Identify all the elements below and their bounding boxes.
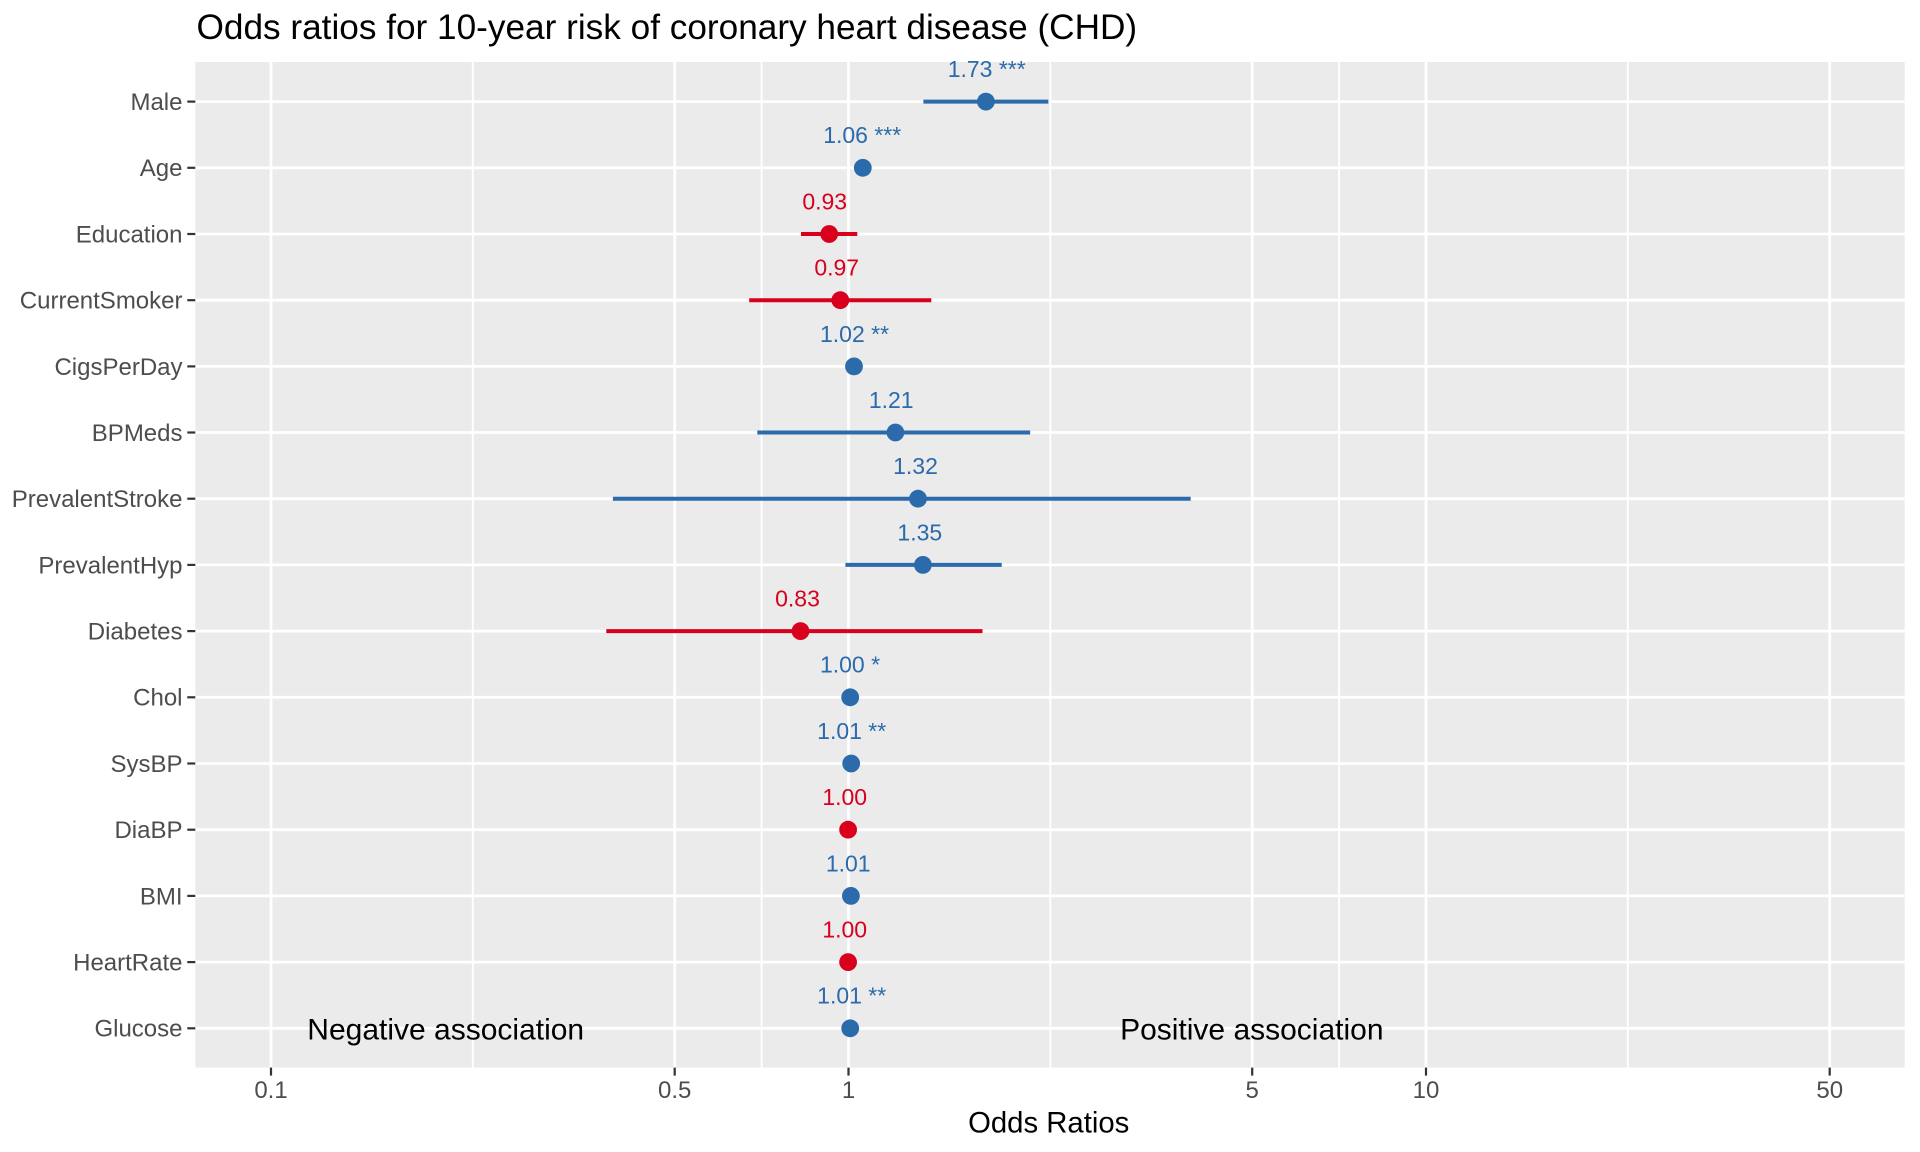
svg-text:Glucose: Glucose bbox=[94, 1016, 182, 1043]
svg-text:Odds Ratios: Odds Ratios bbox=[968, 1106, 1129, 1139]
svg-text:Diabetes: Diabetes bbox=[88, 619, 183, 646]
svg-text:Chol: Chol bbox=[133, 685, 182, 712]
svg-text:1.01 **: 1.01 ** bbox=[817, 983, 886, 1009]
svg-text:Odds ratios for 10-year risk o: Odds ratios for 10-year risk of coronary… bbox=[197, 8, 1138, 47]
svg-text:1.00 *: 1.00 * bbox=[820, 652, 880, 678]
svg-text:PrevalentStroke: PrevalentStroke bbox=[12, 486, 183, 513]
svg-text:1: 1 bbox=[842, 1077, 855, 1104]
svg-text:Positive association: Positive association bbox=[1120, 1014, 1383, 1047]
svg-text:Negative association: Negative association bbox=[307, 1014, 584, 1047]
svg-text:1.35: 1.35 bbox=[897, 519, 942, 545]
svg-text:1.00: 1.00 bbox=[822, 917, 867, 943]
svg-text:1.73 ***: 1.73 *** bbox=[948, 56, 1026, 82]
svg-text:1.01: 1.01 bbox=[826, 850, 871, 876]
svg-text:PrevalentHyp: PrevalentHyp bbox=[38, 552, 182, 579]
svg-text:HeartRate: HeartRate bbox=[73, 950, 182, 977]
svg-text:1.06 ***: 1.06 *** bbox=[823, 122, 901, 148]
svg-text:BPMeds: BPMeds bbox=[92, 420, 183, 447]
svg-text:SysBP: SysBP bbox=[110, 751, 182, 778]
svg-text:CurrentSmoker: CurrentSmoker bbox=[20, 288, 183, 315]
svg-text:0.83: 0.83 bbox=[775, 586, 820, 612]
svg-text:1.01 **: 1.01 ** bbox=[817, 718, 886, 744]
svg-text:1.00: 1.00 bbox=[822, 784, 867, 810]
svg-text:CigsPerDay: CigsPerDay bbox=[54, 354, 182, 381]
svg-text:0.97: 0.97 bbox=[814, 255, 859, 281]
svg-text:10: 10 bbox=[1413, 1077, 1440, 1104]
svg-text:50: 50 bbox=[1816, 1077, 1843, 1104]
svg-text:1.32: 1.32 bbox=[893, 453, 938, 479]
svg-text:DiaBP: DiaBP bbox=[114, 817, 182, 844]
svg-text:1.02 **: 1.02 ** bbox=[820, 321, 889, 347]
svg-text:Age: Age bbox=[140, 155, 183, 182]
svg-text:0.1: 0.1 bbox=[254, 1077, 287, 1104]
svg-text:BMI: BMI bbox=[140, 883, 183, 910]
svg-text:5: 5 bbox=[1246, 1077, 1259, 1104]
svg-text:0.93: 0.93 bbox=[802, 188, 847, 214]
svg-text:1.21: 1.21 bbox=[869, 387, 914, 413]
svg-text:Male: Male bbox=[130, 89, 182, 116]
svg-text:0.5: 0.5 bbox=[658, 1077, 691, 1104]
svg-text:Education: Education bbox=[76, 221, 183, 248]
